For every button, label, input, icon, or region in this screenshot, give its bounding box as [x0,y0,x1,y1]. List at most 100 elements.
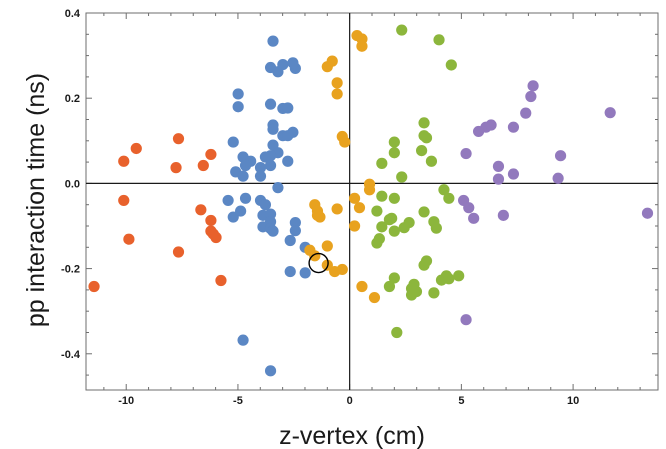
data-point [348,192,361,204]
data-point [172,246,185,258]
data-point [239,192,252,204]
data-point [453,270,465,282]
data-point [438,184,450,196]
data-point [331,88,343,100]
data-point [259,199,272,211]
data-point [284,234,296,247]
data-point [282,155,294,167]
data-point [525,90,537,103]
data-point [277,58,289,71]
data-point [420,132,433,144]
data-point [405,283,418,295]
data-point [356,40,368,52]
data-point [232,101,244,113]
data-point [289,216,301,229]
data-point [443,192,455,204]
data-point [88,280,100,293]
data-point [472,125,485,138]
data-point [383,214,396,226]
data-point [433,34,445,46]
data-point [331,77,343,89]
data-point [282,102,294,114]
data-point [371,237,383,249]
y-tick-label: 0.0 [65,178,80,190]
data-point [391,326,403,339]
plot-frame [85,12,659,391]
data-point [554,150,567,162]
data-point [232,88,244,100]
y-tick-label: -0.2 [61,264,80,276]
data-point [267,225,279,237]
data-point [264,208,277,220]
data-point [197,159,209,172]
data-point [123,233,135,245]
data-point [284,265,296,278]
data-point [237,334,249,346]
y-tick-label: 0.2 [65,93,80,105]
data-point [376,221,388,233]
data-point [222,194,234,207]
data-point [321,240,333,252]
data-point [443,273,455,285]
data-point [383,280,396,293]
data-point [267,123,279,135]
data-point [398,222,410,234]
data-point [485,119,497,131]
data-point [331,203,343,215]
data-point [259,151,272,163]
data-point [507,121,520,133]
data-point [507,168,520,180]
x-tick-label: 0 [347,395,353,407]
data-point [264,365,277,377]
data-point [264,159,277,172]
data-point [460,314,472,326]
plot-border [85,12,659,391]
data-point [239,159,252,172]
data-point [118,155,130,167]
data-point [445,59,457,71]
data-point [376,157,388,169]
data-point [428,287,440,299]
data-point [396,24,408,36]
x-tick-label: 10 [567,395,579,407]
y-tick-label: 0.4 [65,8,81,20]
data-point [388,272,400,284]
data-point [420,255,433,267]
data-point [321,61,333,73]
data-point [368,291,381,304]
data-point [314,211,326,223]
data-point [353,202,366,214]
data-point [235,205,247,217]
data-point [227,136,239,148]
data-point [460,147,472,160]
data-point [388,147,400,159]
x-tick-label: 5 [458,395,464,407]
zero-lines [86,13,658,390]
data-point [492,160,505,172]
data-point [356,280,368,293]
x-axis-title: z-vertex (cm) [279,422,425,449]
data-point [287,57,299,69]
data-point [118,194,130,207]
y-axis-title: pp interaction time (ns) [22,73,50,327]
data-point [267,35,279,47]
data-point [339,136,351,148]
data-point [520,107,532,119]
data-point [254,170,267,182]
highlight-layer [308,252,329,274]
data-point [463,202,475,214]
data-point [172,133,185,145]
data-point [388,225,400,237]
data-point [205,214,217,227]
data-point [205,148,217,161]
data-point [170,162,182,174]
data-point [527,80,539,92]
data-point [130,142,142,155]
data-point [388,192,400,204]
data-points [88,24,654,377]
data-point [430,222,442,234]
data-point [289,225,301,237]
data-point [497,209,509,221]
data-point [264,98,277,110]
data-point [195,204,207,216]
